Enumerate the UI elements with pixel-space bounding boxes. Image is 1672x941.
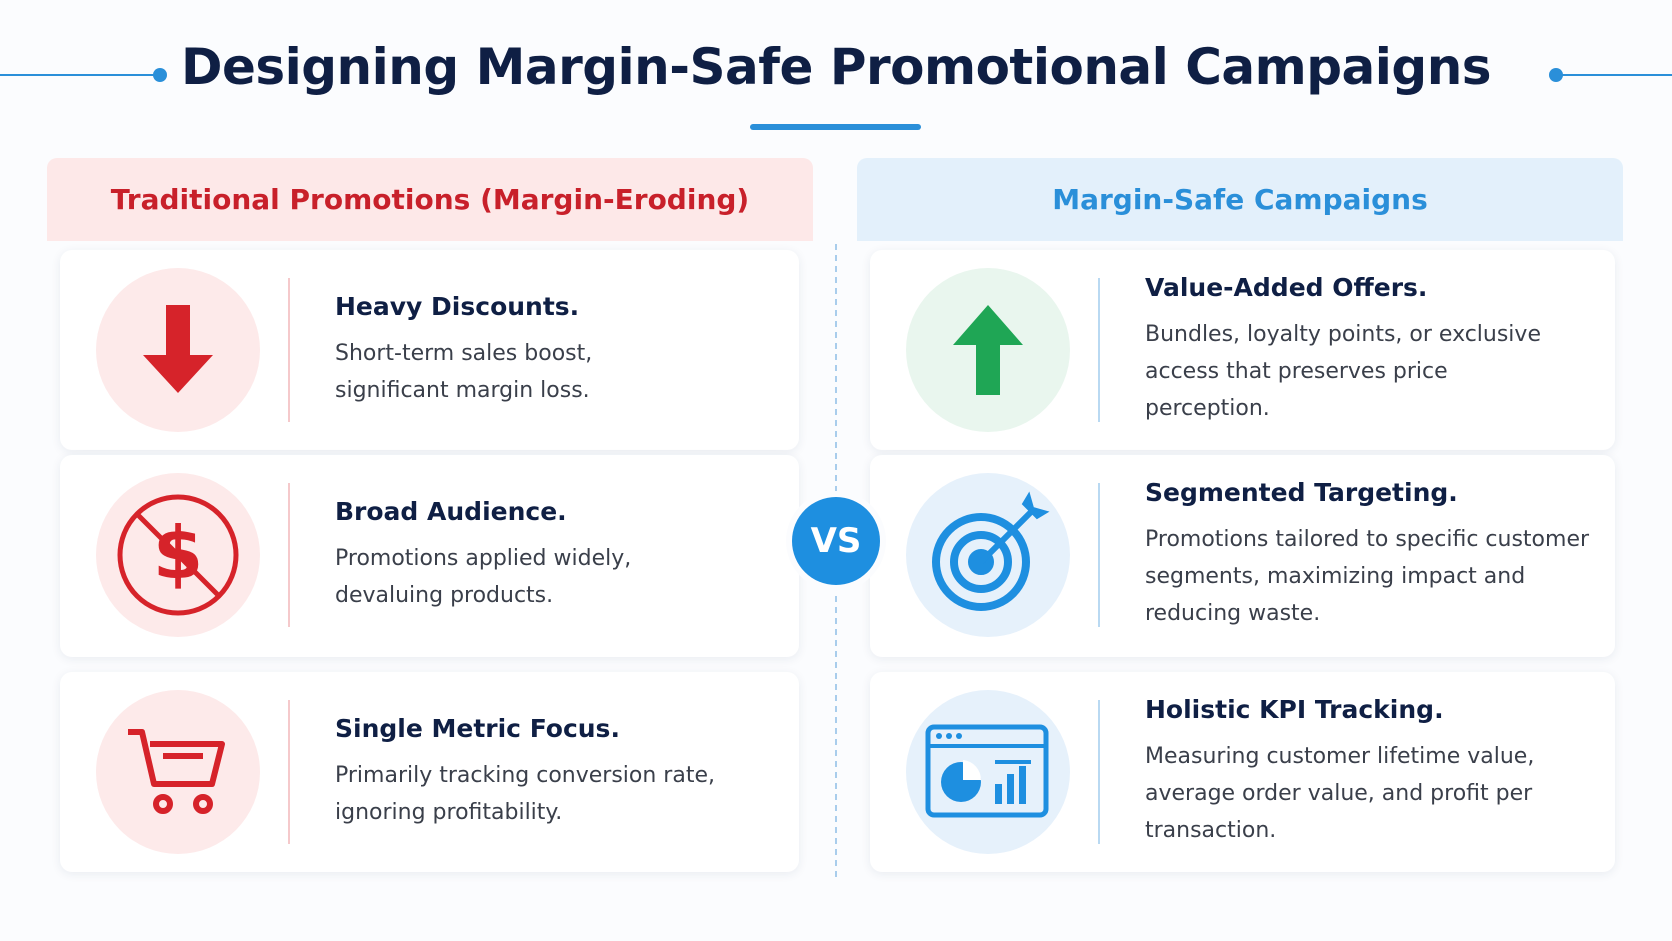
card: Segmented Targeting. Promotions tailored … xyxy=(870,455,1615,657)
column-heading: Traditional Promotions (Margin-Eroding) xyxy=(47,158,813,241)
card: Single Metric Focus. Primarily tracking c… xyxy=(60,672,799,872)
column-heading: Margin-Safe Campaigns xyxy=(857,158,1623,241)
icon: $ xyxy=(96,473,260,637)
card-title: Single Metric Focus. xyxy=(335,713,620,743)
card-text: Primarily tracking conversion rate, igno… xyxy=(335,762,715,825)
card-title: Segmented Targeting. xyxy=(1145,478,1458,507)
card: Holistic KPI Tracking. Measuring customer… xyxy=(870,672,1615,872)
card-title: Holistic KPI Tracking. xyxy=(1145,695,1444,724)
vs-badge: VS xyxy=(792,497,880,585)
icon xyxy=(906,268,1070,432)
card-text: Bundles, loyalty points, or exclusive ac… xyxy=(1145,322,1541,421)
icon xyxy=(906,473,1070,637)
svg-text:$: $ xyxy=(153,511,203,595)
card-text: Short-term sales boost, significant marg… xyxy=(335,340,593,403)
card: Value-Added Offers. Bundles, loyalty poin… xyxy=(870,250,1615,450)
card-text: Promotions tailored to specific customer… xyxy=(1145,527,1590,626)
icon xyxy=(906,690,1070,854)
card: $ Broad Audience. Promotions applied wide… xyxy=(60,455,799,657)
card-text: Measuring customer lifetime value, avera… xyxy=(1145,744,1535,843)
card-title: Broad Audience. xyxy=(335,496,567,526)
icon xyxy=(96,268,260,432)
card-text: Promotions applied widely, devaluing pro… xyxy=(335,545,632,608)
card-title: Value-Added Offers. xyxy=(1145,273,1428,302)
card: Heavy Discounts. Short-term sales boost, … xyxy=(60,250,799,450)
icon xyxy=(96,690,260,854)
title: Designing Margin-Safe Promotional Campai… xyxy=(180,38,1492,96)
card-title: Heavy Discounts. xyxy=(335,291,580,321)
